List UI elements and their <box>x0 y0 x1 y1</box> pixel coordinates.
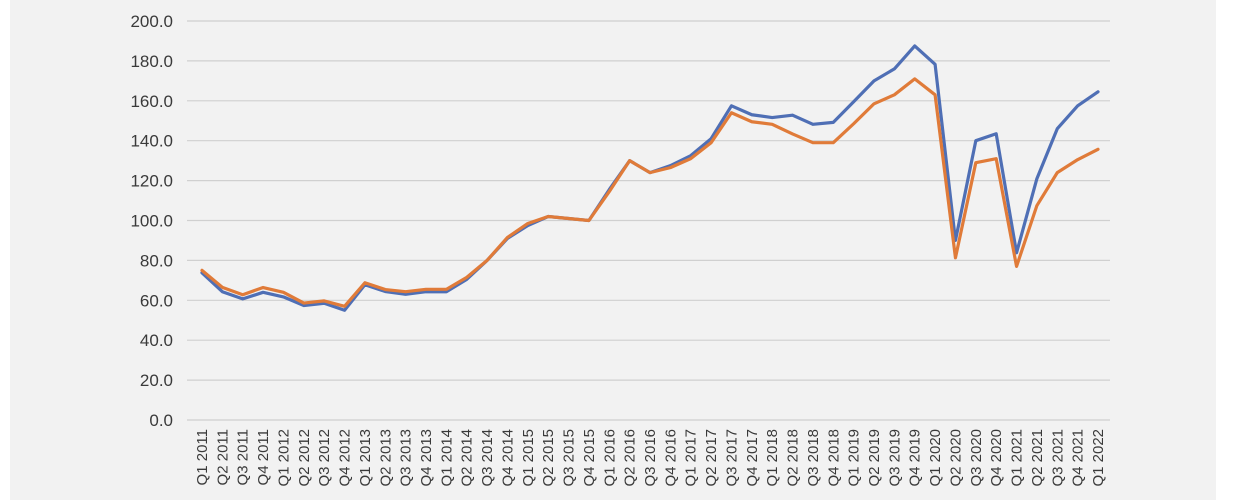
x-tick-label: Q3 2019 <box>886 429 903 487</box>
x-tick-label: Q4 2012 <box>337 429 354 487</box>
x-tick-label: Q4 2020 <box>988 429 1005 487</box>
x-tick-label: Q3 2021 <box>1049 429 1066 487</box>
y-tick-label: 0.0 <box>149 411 173 430</box>
x-tick-label: Q3 2016 <box>642 429 659 487</box>
x-tick-label: Q1 2020 <box>927 429 944 487</box>
x-tick-label: Q1 2016 <box>601 429 618 487</box>
x-tick-label: Q4 2013 <box>418 429 435 487</box>
x-tick-label: Q2 2015 <box>540 429 557 487</box>
y-tick-label: 80.0 <box>140 251 173 270</box>
x-tick-label: Q2 2020 <box>947 429 964 487</box>
y-tick-label: 200.0 <box>130 12 173 31</box>
x-tick-label: Q2 2017 <box>703 429 720 487</box>
x-tick-label: Q1 2013 <box>357 429 374 487</box>
x-tick-label: Q3 2015 <box>561 429 578 487</box>
x-tick-label: Q2 2021 <box>1029 429 1046 487</box>
y-tick-label: 120.0 <box>130 172 173 191</box>
x-tick-label: Q1 2015 <box>520 429 537 487</box>
x-tick-label: Q2 2011 <box>214 429 231 485</box>
y-tick-label: 20.0 <box>140 371 173 390</box>
series-line-2 <box>200 77 1100 308</box>
x-tick-label: Q1 2012 <box>275 429 292 487</box>
x-tick-label: Q3 2018 <box>805 429 822 487</box>
x-tick-label: Q4 2016 <box>662 429 679 487</box>
x-tick-label: Q3 2014 <box>479 429 496 487</box>
x-tick-label: Q1 2019 <box>846 429 863 487</box>
y-tick-label: 60.0 <box>140 291 173 310</box>
x-tick-label: Q4 2014 <box>499 429 516 487</box>
y-tick-label: 160.0 <box>130 92 173 111</box>
x-tick-label: Q2 2012 <box>296 429 313 487</box>
line-chart: 0.0 20.0 40.0 60.0 80.0 100.0 120.0 140.0 160.0 1… <box>130 12 1110 487</box>
y-tick-label: 140.0 <box>130 132 173 151</box>
x-tick-label: Q4 2017 <box>744 429 761 487</box>
x-tick-label: Q4 2021 <box>1070 429 1087 487</box>
x-tick-label: Q4 2011 <box>255 429 272 485</box>
y-tick-label: 100.0 <box>130 212 173 231</box>
x-tick-label: Q1 2021 <box>1009 429 1026 487</box>
x-tick-label: Q1 2014 <box>438 429 455 487</box>
x-axis-ticks: Q1 2011 Q2 2011 Q3 2011 Q4 2011 Q1 2012 Q2 20… <box>194 429 1107 487</box>
series-lines <box>200 44 1100 312</box>
y-tick-label: 40.0 <box>140 331 173 350</box>
x-tick-label: Q3 2011 <box>235 429 252 485</box>
x-tick-label: Q3 2017 <box>723 429 740 487</box>
x-tick-label: Q4 2019 <box>907 429 924 487</box>
x-tick-label: Q3 2020 <box>968 429 985 487</box>
x-tick-label: Q3 2013 <box>398 429 415 487</box>
y-axis-ticks: 0.0 20.0 40.0 60.0 80.0 100.0 120.0 140.0 160.0 1… <box>130 12 173 430</box>
x-tick-label: Q1 2022 <box>1090 429 1107 487</box>
x-tick-label: Q2 2019 <box>866 429 883 487</box>
x-tick-label: Q2 2014 <box>459 429 476 487</box>
x-tick-label: Q1 2017 <box>683 429 700 487</box>
x-tick-label: Q2 2018 <box>785 429 802 487</box>
series-line-1 <box>200 44 1100 312</box>
x-tick-label: Q1 2011 <box>194 429 211 485</box>
chart-panel: 0.0 20.0 40.0 60.0 80.0 100.0 120.0 140.0 160.0 1… <box>10 0 1216 500</box>
y-tick-label: 180.0 <box>130 52 173 71</box>
x-tick-label: Q2 2016 <box>622 429 639 487</box>
x-tick-label: Q2 2013 <box>377 429 394 487</box>
x-tick-label: Q4 2018 <box>825 429 842 487</box>
x-tick-label: Q4 2015 <box>581 429 598 487</box>
x-tick-label: Q1 2018 <box>764 429 781 487</box>
gridlines <box>187 20 1110 421</box>
x-tick-label: Q3 2012 <box>316 429 333 487</box>
